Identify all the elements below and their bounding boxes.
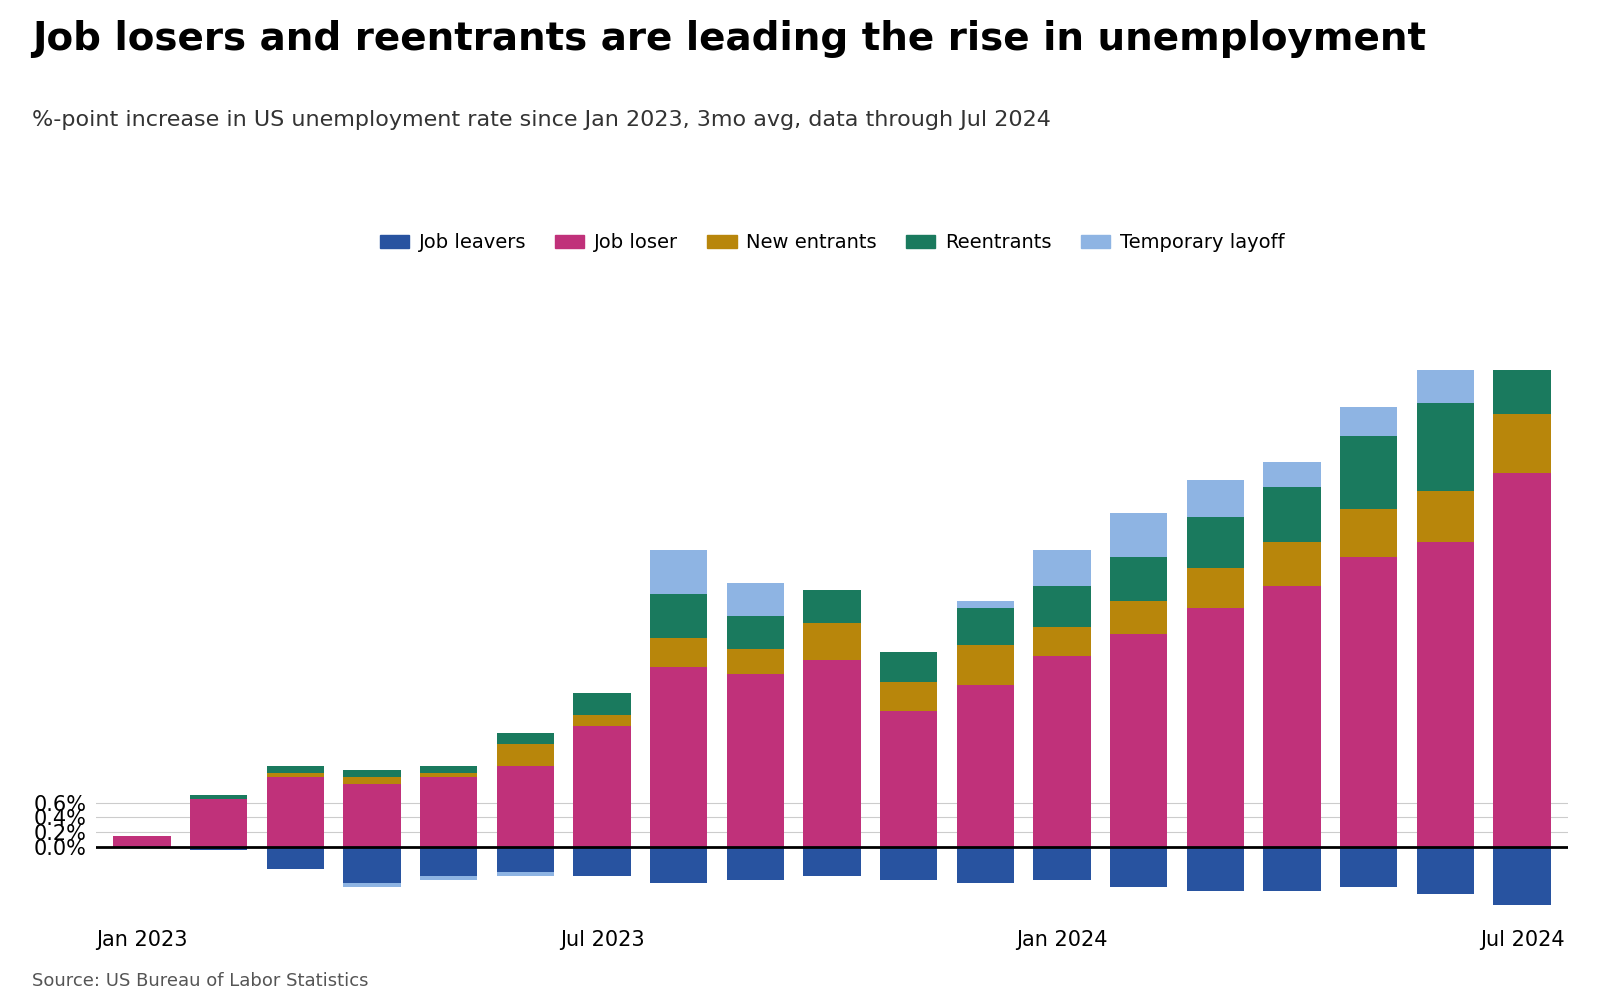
Bar: [344, 883, 400, 887]
Bar: [726, 616, 784, 649]
Bar: [267, 773, 325, 777]
Bar: [573, 847, 630, 876]
Bar: [1187, 480, 1245, 517]
Bar: [650, 594, 707, 638]
Bar: [267, 777, 325, 847]
Bar: [1110, 847, 1168, 887]
Bar: [650, 638, 707, 667]
Bar: [880, 682, 938, 711]
Bar: [650, 550, 707, 594]
Bar: [1339, 436, 1397, 509]
Bar: [957, 608, 1014, 645]
Bar: [1339, 847, 1397, 887]
Bar: [573, 693, 630, 715]
Bar: [1416, 366, 1474, 403]
Bar: [344, 784, 400, 847]
Bar: [726, 649, 784, 674]
Bar: [573, 715, 630, 726]
Bar: [650, 667, 707, 847]
Bar: [190, 799, 248, 847]
Bar: [1110, 557, 1168, 601]
Bar: [1416, 542, 1474, 847]
Bar: [573, 726, 630, 847]
Bar: [1416, 491, 1474, 542]
Bar: [1493, 847, 1550, 905]
Bar: [496, 847, 554, 872]
Bar: [1339, 557, 1397, 847]
Bar: [419, 777, 477, 847]
Text: %-point increase in US unemployment rate since Jan 2023, 3mo avg, data through J: %-point increase in US unemployment rate…: [32, 110, 1051, 130]
Bar: [1034, 847, 1091, 880]
Bar: [803, 590, 861, 623]
Bar: [1110, 634, 1168, 847]
Bar: [419, 773, 477, 777]
Bar: [726, 583, 784, 616]
Bar: [1264, 847, 1320, 891]
Bar: [1264, 487, 1320, 542]
Bar: [1110, 601, 1168, 634]
Bar: [190, 795, 248, 799]
Bar: [650, 847, 707, 883]
Bar: [267, 766, 325, 773]
Bar: [267, 847, 325, 869]
Bar: [1187, 608, 1245, 847]
Bar: [344, 777, 400, 784]
Bar: [1339, 509, 1397, 557]
Bar: [803, 623, 861, 660]
Bar: [880, 652, 938, 682]
Bar: [1110, 513, 1168, 557]
Bar: [1187, 847, 1245, 891]
Bar: [1264, 586, 1320, 847]
Bar: [114, 836, 171, 847]
Bar: [419, 847, 477, 876]
Bar: [344, 770, 400, 777]
Bar: [1264, 542, 1320, 586]
Bar: [496, 733, 554, 744]
Bar: [1187, 568, 1245, 608]
Bar: [496, 872, 554, 876]
Bar: [957, 601, 1014, 608]
Bar: [957, 685, 1014, 847]
Bar: [726, 847, 784, 880]
Bar: [1416, 847, 1474, 894]
Bar: [419, 766, 477, 773]
Bar: [1034, 656, 1091, 847]
Bar: [1493, 414, 1550, 473]
Bar: [880, 847, 938, 880]
Bar: [1034, 586, 1091, 627]
Bar: [803, 847, 861, 876]
Bar: [1264, 462, 1320, 487]
Bar: [726, 674, 784, 847]
Bar: [957, 847, 1014, 883]
Bar: [1187, 517, 1245, 568]
Text: Source: US Bureau of Labor Statistics: Source: US Bureau of Labor Statistics: [32, 972, 368, 990]
Bar: [1493, 319, 1550, 414]
Bar: [957, 645, 1014, 685]
Bar: [1493, 267, 1550, 319]
Bar: [496, 766, 554, 847]
Bar: [1493, 473, 1550, 847]
Bar: [1339, 407, 1397, 436]
Bar: [880, 711, 938, 847]
Bar: [419, 876, 477, 880]
Bar: [496, 744, 554, 766]
Bar: [1416, 403, 1474, 491]
Bar: [344, 847, 400, 883]
Legend: Job leavers, Job loser, New entrants, Reentrants, Temporary layoff: Job leavers, Job loser, New entrants, Re…: [371, 226, 1293, 260]
Bar: [1034, 627, 1091, 656]
Bar: [190, 847, 248, 850]
Bar: [803, 660, 861, 847]
Text: Job losers and reentrants are leading the rise in unemployment: Job losers and reentrants are leading th…: [32, 20, 1426, 58]
Bar: [1034, 550, 1091, 586]
